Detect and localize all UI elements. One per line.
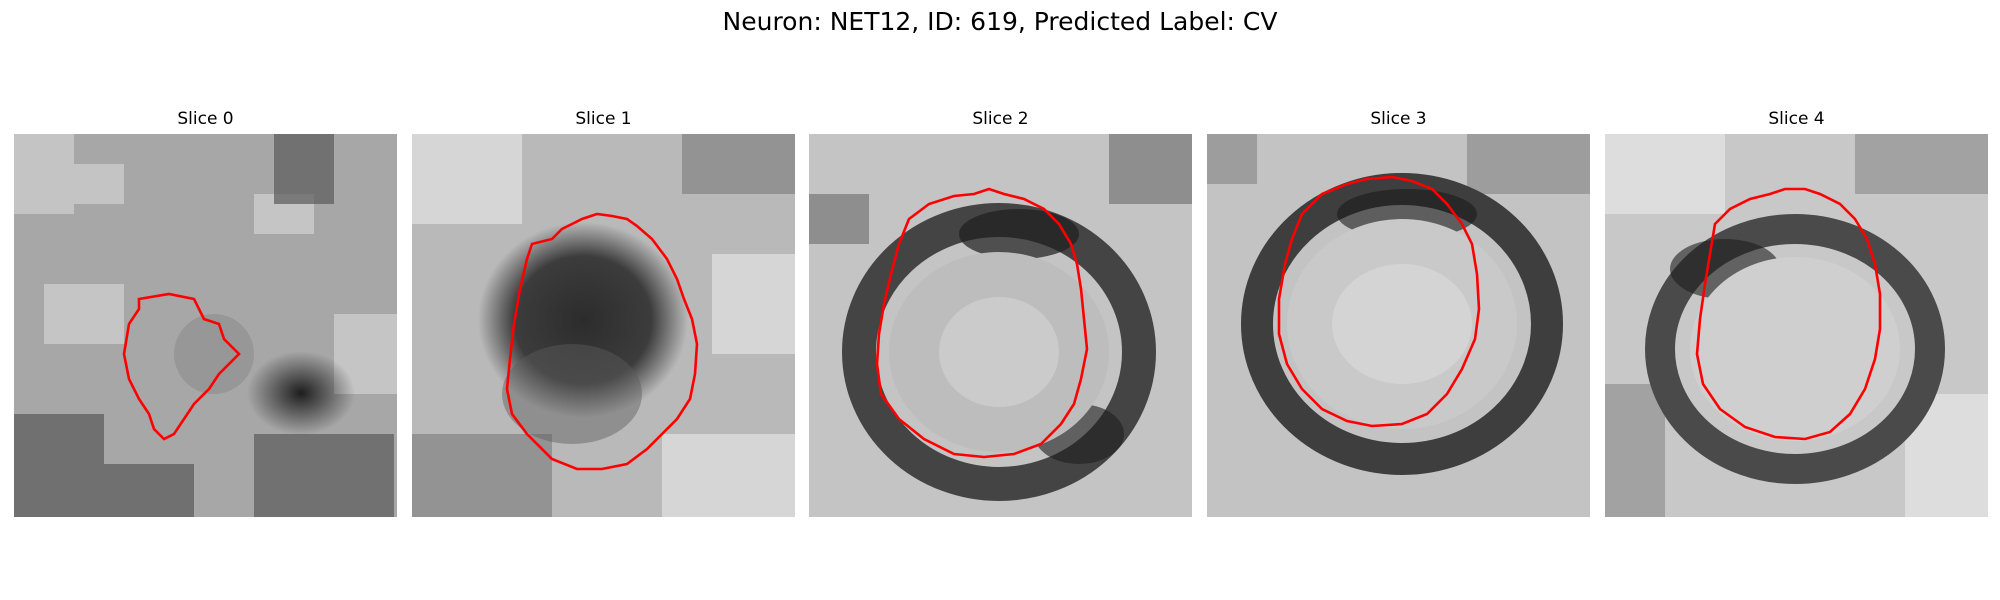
segmentation-contour bbox=[1695, 187, 1882, 441]
slice-image bbox=[1207, 134, 1590, 517]
slice-panel-4: Slice 4 bbox=[1605, 108, 1988, 517]
grayscale-slice-3 bbox=[1207, 134, 1590, 517]
slice-image bbox=[1605, 134, 1988, 517]
grayscale-slice-2 bbox=[809, 134, 1192, 517]
grayscale-slice-1 bbox=[412, 134, 795, 517]
segmentation-contour bbox=[505, 212, 699, 471]
slice-image bbox=[809, 134, 1192, 517]
slice-panel-3: Slice 3 bbox=[1207, 108, 1590, 517]
slice-title: Slice 1 bbox=[575, 109, 632, 129]
slice-title: Slice 0 bbox=[177, 109, 234, 129]
slice-title: Slice 4 bbox=[1768, 109, 1825, 129]
grayscale-slice-0 bbox=[14, 134, 397, 517]
slice-panel-2: Slice 2 bbox=[809, 108, 1192, 517]
figure-title: Neuron: NET12, ID: 619, Predicted Label:… bbox=[722, 7, 1278, 36]
grayscale-slice-4 bbox=[1605, 134, 1988, 517]
slice-image bbox=[14, 134, 397, 517]
segmentation-contour bbox=[1277, 175, 1481, 428]
slice-title: Slice 3 bbox=[1370, 109, 1427, 129]
slice-title: Slice 2 bbox=[972, 109, 1029, 129]
slice-image bbox=[412, 134, 795, 517]
segmentation-contour bbox=[122, 292, 241, 441]
slice-panel-1: Slice 1 bbox=[412, 108, 795, 517]
segmentation-contour bbox=[875, 187, 1089, 459]
slice-panel-0: Slice 0 bbox=[14, 108, 397, 517]
